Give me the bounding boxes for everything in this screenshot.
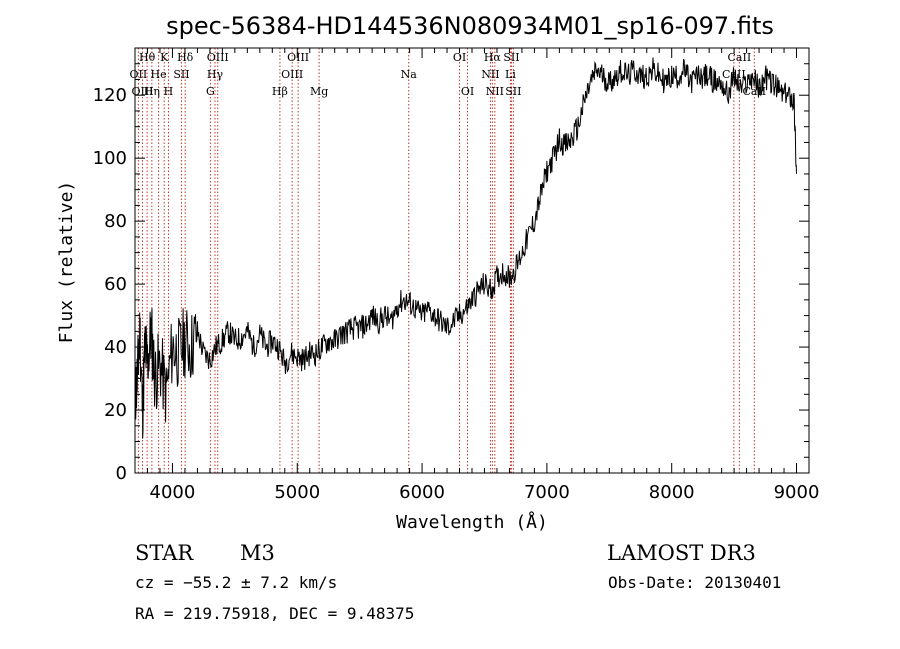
spectral-line-label: Na	[401, 68, 418, 81]
spectral-line-label: He	[151, 68, 167, 81]
spectral-line-label: SII	[173, 68, 189, 81]
x-axis-label: Wavelength (Å)	[396, 511, 548, 533]
spectral-line-label: Mg	[310, 85, 328, 98]
spectral-line-label: G	[206, 85, 215, 98]
spectral-line-label: OII	[130, 68, 148, 81]
spectral-line-label: K	[160, 51, 169, 64]
y-axis-label: Flux (relative)	[56, 181, 77, 344]
spectral-line-label: Hγ	[207, 68, 224, 81]
spectral-line-label: CaII	[728, 51, 752, 64]
spectrum-line	[134, 57, 797, 439]
spectral-line-label: Hβ	[272, 85, 288, 98]
spectral-line-label: Hη	[144, 85, 160, 98]
x-axis-ticks: 4000 5000 6000 7000 8000 9000	[146, 48, 820, 503]
y-tick-label: 80	[104, 211, 127, 232]
object-class: STAR	[135, 541, 194, 565]
x-tick-label: 9000	[774, 482, 820, 503]
x-tick-label: 4000	[150, 482, 196, 503]
y-tick-label: 100	[93, 148, 127, 169]
spectral-line-label: Hθ	[139, 51, 156, 64]
spectral-line-label: Hδ	[177, 51, 194, 64]
spectral-line-label: Li	[505, 68, 516, 81]
object-subclass: M3	[240, 541, 275, 565]
x-tick-label: 5000	[274, 482, 320, 503]
x-tick-label: 8000	[649, 482, 695, 503]
spectral-line-label: NII	[486, 85, 504, 98]
spectral-line-label: OI	[453, 51, 466, 64]
observation-date: Obs-Date: 20130401	[608, 573, 781, 592]
spectral-line-label: SII	[505, 85, 521, 98]
x-tick-label: 7000	[524, 482, 570, 503]
spectrum-series	[134, 57, 797, 439]
y-tick-label: 20	[104, 400, 127, 421]
plot-frame	[134, 47, 810, 474]
spectral-line-label: Hα	[484, 51, 502, 64]
spectral-line-label: H	[164, 85, 174, 98]
chart-title: spec-56384-HD144536N080934M01_sp16-097.f…	[166, 12, 774, 40]
spectral-line-label: OIII	[287, 51, 309, 64]
spectral-line-label: NII	[481, 68, 499, 81]
y-tick-label: 40	[104, 337, 127, 358]
survey-name: LAMOST DR3	[607, 541, 756, 565]
coordinates: RA = 219.75918, DEC = 9.48375	[135, 604, 414, 623]
y-tick-label: 120	[93, 85, 127, 106]
spectral-line-label: OI	[461, 85, 474, 98]
y-tick-label: 0	[116, 463, 127, 484]
y-tick-label: 60	[104, 274, 127, 295]
spectral-line-label: SII	[503, 51, 519, 64]
y-axis-ticks: 0 20 40 60 80 100 120	[93, 63, 809, 484]
spectral-line-markers	[137, 48, 755, 473]
spectral-line-label: OIII	[207, 51, 229, 64]
spectral-line-label: OIII	[281, 68, 303, 81]
redshift-cz: cz = −55.2 ± 7.2 km/s	[135, 573, 337, 592]
x-tick-label: 6000	[399, 482, 445, 503]
